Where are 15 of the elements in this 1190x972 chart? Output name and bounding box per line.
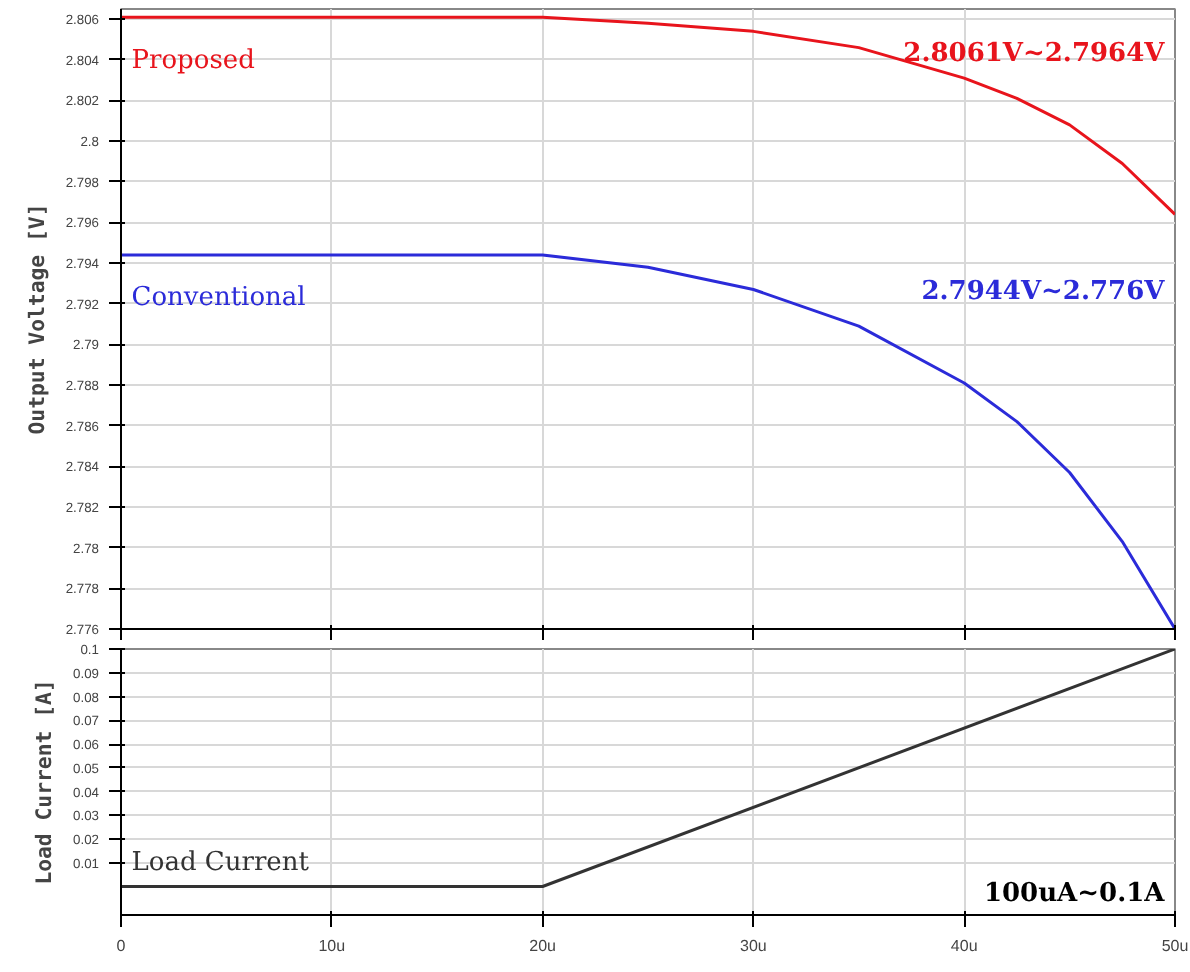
y-axis-title: Load Current [A] <box>31 679 58 885</box>
line-series <box>121 15 1175 216</box>
series-label: Load Current <box>131 847 311 878</box>
y-axis-title: Output Voltage [V] <box>23 203 50 435</box>
series-label: Proposed <box>131 45 255 76</box>
series-label: Conventional <box>131 283 306 314</box>
x-tick-label: 30u <box>740 937 767 955</box>
x-tick-label: 10u <box>318 937 346 955</box>
x-tick-label: 20u <box>529 937 556 955</box>
x-tick-label: 40u <box>950 937 978 955</box>
x-tick-label: 50u <box>1161 937 1189 955</box>
annotation: 2.8061V~2.7964V <box>903 39 1167 70</box>
annotation: 100uA~0.1A <box>983 878 1167 909</box>
x-tick-label: 0 <box>116 937 127 955</box>
annotation: 2.7944V~2.776V <box>921 277 1167 308</box>
